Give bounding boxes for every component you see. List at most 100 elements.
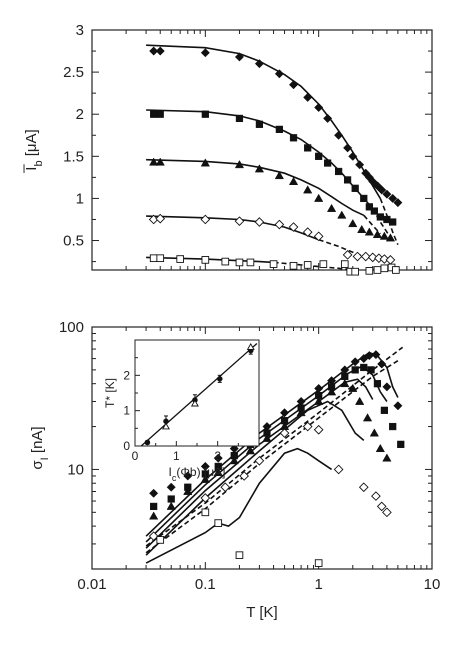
- inset-x-label: Ic(Φb) [μA]: [168, 465, 225, 483]
- top-series-2-point: [351, 184, 359, 192]
- top-series-2-point: [235, 114, 244, 123]
- top-series-2-point: [275, 125, 283, 133]
- bottom-series-3-point: [183, 486, 193, 495]
- top-series-4-point: [234, 216, 245, 226]
- top-series-3-point: [254, 164, 265, 173]
- top-series-5-point: [303, 261, 312, 269]
- top-fit-line: [146, 158, 365, 217]
- bottom-series-4-point: [254, 455, 265, 466]
- top-panel: 0.5 1 1.5 2 2.5 3 I̅b [μA]: [23, 22, 433, 276]
- bottom-dashed-fit-line: [145, 346, 404, 547]
- top-series-5-point: [351, 267, 359, 276]
- inset-fit-line: [140, 343, 258, 446]
- top-series-5-point: [365, 267, 374, 275]
- bottom-x-label: T [K]: [246, 604, 277, 621]
- bottom-series-1-point: [183, 471, 193, 481]
- top-series-1-point: [334, 130, 344, 140]
- inset-series-1-point: [144, 439, 151, 446]
- bottom-series-1-point: [213, 453, 223, 463]
- top-series-4-point: [367, 252, 378, 263]
- bottom-y-label-sub: I: [39, 457, 51, 460]
- top-series-3-point: [288, 176, 299, 185]
- top-series-1-point: [355, 160, 365, 170]
- bottom-series-5-point: [235, 551, 244, 560]
- top-y-label: I̅b [μA]: [23, 129, 45, 173]
- inset-x-label-rest: (Φb) [μA]: [176, 465, 225, 479]
- top-series-4-point: [313, 231, 324, 242]
- top-series-2-point: [389, 218, 397, 226]
- top-series-2-point: [289, 134, 298, 142]
- top-series-2-point: [343, 176, 352, 184]
- bottom-series-4-point: [313, 424, 324, 435]
- top-series-1-point: [288, 80, 299, 90]
- bottom-series-3-point: [375, 443, 385, 453]
- top-series-5-point: [221, 257, 230, 266]
- inset-series-1-point: [216, 376, 223, 382]
- top-series-3-point: [234, 160, 245, 169]
- bottom-series-3-point: [262, 433, 272, 442]
- bottom-series-5-point: [201, 508, 210, 517]
- top-series-3-point: [314, 193, 324, 202]
- bottom-series-1-point: [371, 350, 381, 360]
- top-ytick-label: 2.5: [63, 64, 84, 81]
- bottom-series-3-point: [326, 387, 337, 396]
- top-series-5-point: [289, 261, 298, 270]
- top-series-1-point: [382, 189, 392, 199]
- bottom-y-label-unit: [nA]: [29, 426, 46, 457]
- bottom-series-4-point: [279, 428, 290, 438]
- bottom-y-label-main: σ: [29, 460, 46, 470]
- top-series-3-point: [357, 224, 367, 233]
- bottom-series-4-point: [239, 471, 249, 481]
- bottom-series-1-point: [393, 401, 403, 411]
- inset-panel: 0 1 2 0 1 2 Ic(Φb) [μA] T* [K]: [103, 339, 260, 483]
- bottom-series-5-point: [314, 559, 323, 567]
- bottom-series-4-point: [333, 464, 344, 475]
- top-series-3-point: [274, 170, 284, 180]
- top-ytick-label: 1: [76, 190, 84, 207]
- bottom-data-points: [148, 350, 405, 567]
- top-series-4-point: [288, 222, 299, 232]
- bottom-series-3-point: [369, 428, 379, 437]
- bottom-series-2-point: [380, 406, 388, 414]
- inset-series-2-point: [162, 422, 170, 430]
- bottom-series-4-point: [382, 507, 392, 518]
- top-series-4-point: [274, 219, 285, 230]
- bottom-series-2-point: [389, 422, 397, 431]
- top-series-1-point: [393, 198, 403, 208]
- top-series-2-point: [335, 167, 343, 176]
- top-series-5-point: [176, 255, 185, 263]
- top-series-1-point: [149, 46, 159, 56]
- top-y-label-sub: b: [33, 160, 45, 166]
- bottom-series-1-point: [149, 488, 159, 498]
- top-series-1-point: [274, 69, 284, 79]
- bottom-series-3-point: [382, 453, 392, 462]
- top-axis-ticks: 0.5 1 1.5 2 2.5 3: [63, 22, 433, 270]
- bottom-series-3-point: [340, 378, 350, 388]
- bottom-series-3-point: [213, 467, 223, 477]
- top-series-5-point: [201, 256, 210, 264]
- top-series-3-point: [303, 185, 313, 194]
- bottom-series-3-point: [314, 396, 324, 405]
- top-series-2-point: [255, 120, 264, 128]
- top-series-1-point: [388, 193, 398, 203]
- top-series-2-point: [324, 159, 332, 167]
- top-series-2-point: [156, 110, 164, 118]
- inset-ytick-label: 0: [123, 439, 130, 453]
- bottom-series-2-point: [150, 502, 158, 511]
- top-series-2-point: [376, 213, 384, 221]
- top-series-3-point: [364, 227, 374, 236]
- top-series-3-point: [379, 231, 390, 240]
- top-series-2-point: [201, 110, 209, 118]
- top-data-points: [148, 46, 403, 276]
- bottom-xtick-label: 0.1: [195, 576, 216, 593]
- top-series-1-point: [234, 52, 245, 62]
- bottom-series-2-point: [351, 366, 359, 374]
- bottom-series-3-point: [245, 446, 256, 455]
- top-series-2-point: [304, 144, 312, 152]
- top-fit-line: [146, 256, 274, 264]
- inset-fit-lines: [140, 343, 258, 446]
- top-series-4-point: [342, 250, 353, 260]
- inset-ytick-label: 2: [123, 368, 130, 382]
- top-series-3-point: [348, 218, 358, 228]
- top-series-1-point: [254, 59, 264, 69]
